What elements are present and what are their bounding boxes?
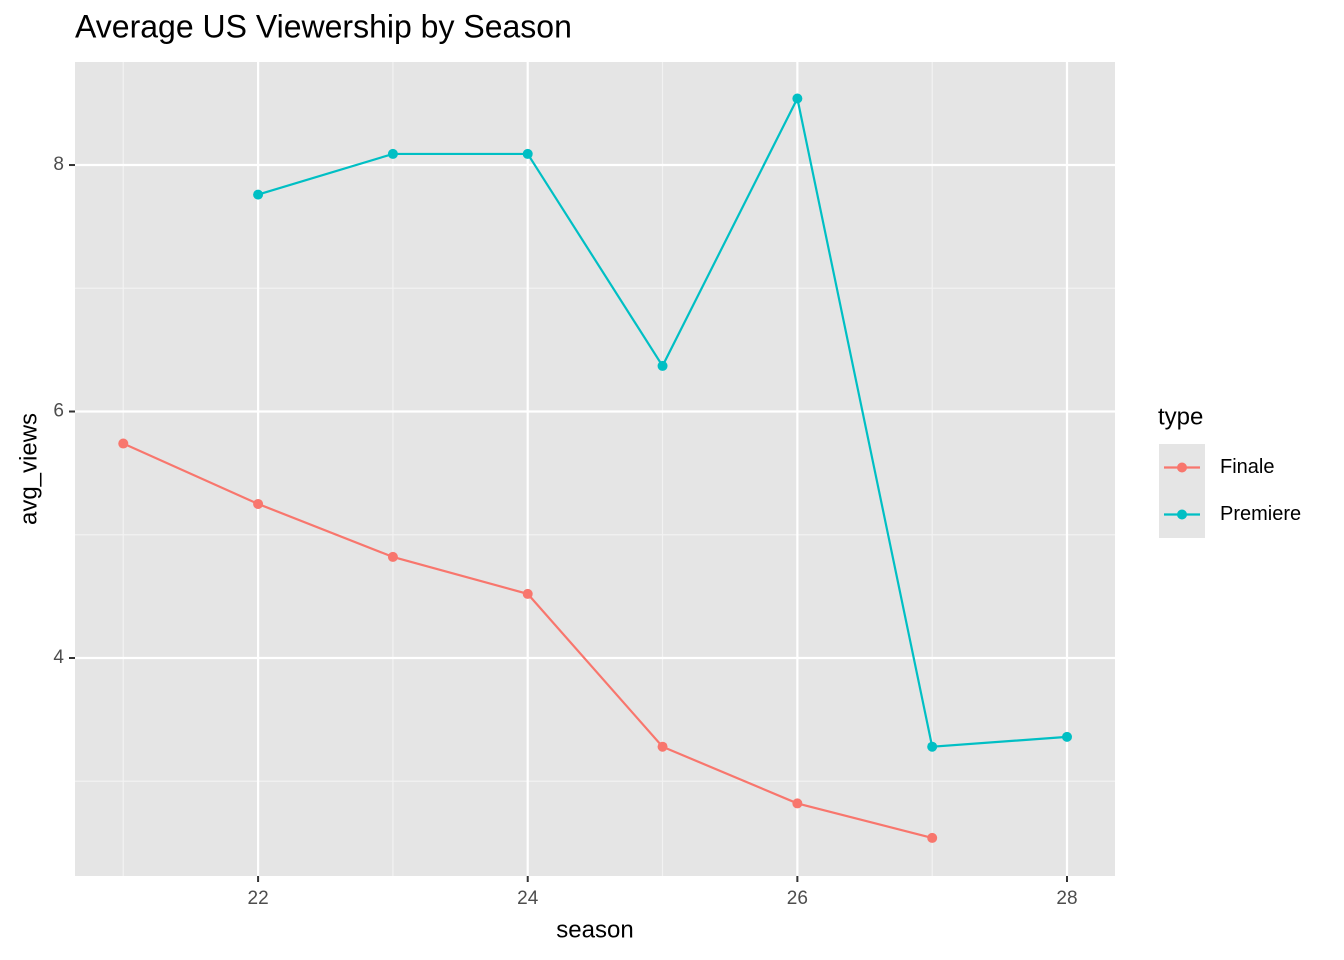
legend-key-point [1177,509,1187,520]
chart-title: Average US Viewership by Season [75,8,572,44]
point [387,148,398,159]
marks [118,93,1073,843]
point [927,741,938,752]
legend-key-background [1159,444,1205,538]
point [522,588,533,599]
x-tick-label: 24 [517,888,539,909]
y-tick-label: 6 [53,401,64,422]
point [522,148,533,159]
x-tick-label: 22 [248,888,269,909]
legend: Finale Premiere [1159,444,1301,538]
point [657,360,668,371]
legend-label: Premiere [1220,503,1301,525]
y-tick-label: 4 [53,647,64,668]
x-tick-label: 26 [787,888,808,909]
point [253,498,264,509]
point [387,551,398,562]
y-tick-label: 8 [53,154,64,175]
x-axis-title: season [556,916,633,943]
y-axis-title: avg_views [15,413,42,525]
point [927,832,938,843]
point [792,93,803,104]
panel [75,62,1115,876]
legend-key-point [1177,462,1187,473]
x-tick-label: 28 [1056,888,1077,909]
point [792,798,803,809]
point [657,741,668,752]
legend-label: Finale [1220,456,1274,478]
point [118,438,129,449]
point [253,189,264,200]
legend-title: type [1158,403,1203,430]
point [1062,731,1073,742]
